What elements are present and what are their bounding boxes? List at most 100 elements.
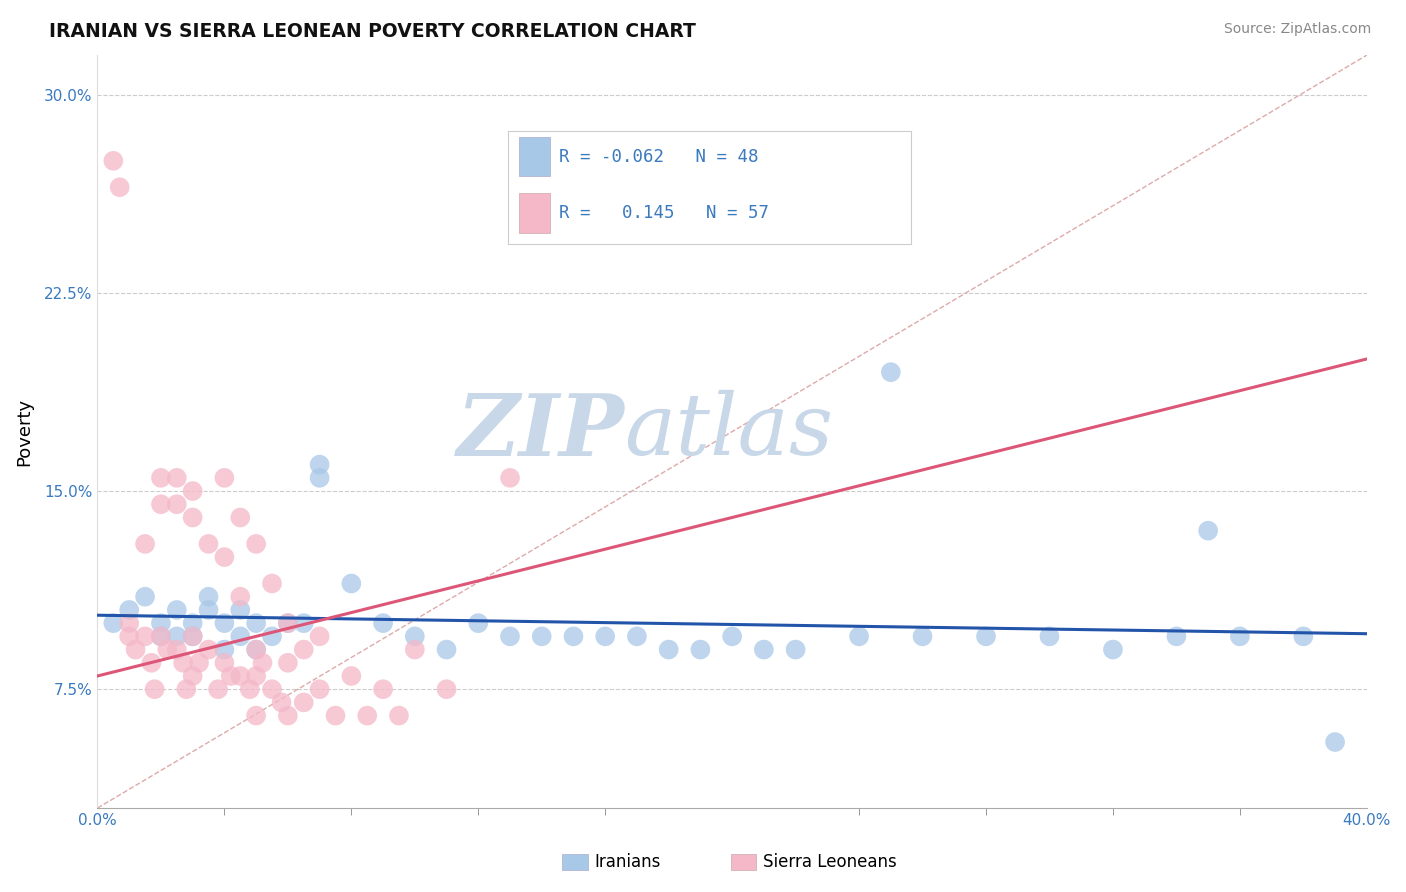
Point	[118, 616, 141, 631]
Text: R =   0.145   N = 57: R = 0.145 N = 57	[558, 204, 769, 222]
Point	[277, 656, 299, 670]
Point	[356, 708, 378, 723]
Point	[229, 669, 252, 683]
Point	[292, 695, 315, 709]
Text: Sierra Leoneans: Sierra Leoneans	[763, 853, 897, 871]
Point	[974, 629, 997, 643]
Point	[388, 708, 411, 723]
Point	[1197, 524, 1219, 538]
Point	[197, 537, 219, 551]
Text: Source: ZipAtlas.com: Source: ZipAtlas.com	[1223, 22, 1371, 37]
Y-axis label: Poverty: Poverty	[15, 398, 32, 466]
Point	[245, 669, 267, 683]
Point	[292, 642, 315, 657]
Point	[176, 682, 198, 697]
Point	[626, 629, 648, 643]
Point	[1038, 629, 1060, 643]
Point	[118, 603, 141, 617]
Point	[404, 629, 426, 643]
Text: ZIP: ZIP	[457, 390, 624, 474]
Point	[467, 616, 489, 631]
Text: atlas: atlas	[624, 391, 834, 473]
Text: R = -0.062   N = 48: R = -0.062 N = 48	[558, 147, 758, 166]
Point	[229, 603, 252, 617]
Point	[166, 629, 188, 643]
Point	[277, 616, 299, 631]
Point	[181, 669, 204, 683]
Point	[118, 629, 141, 643]
Point	[530, 629, 553, 643]
Point	[689, 642, 711, 657]
Point	[181, 484, 204, 499]
Point	[911, 629, 934, 643]
Point	[252, 656, 274, 670]
Point	[172, 656, 194, 670]
Point	[1229, 629, 1251, 643]
Point	[245, 642, 267, 657]
Point	[214, 550, 236, 565]
Text: Iranians: Iranians	[595, 853, 661, 871]
Point	[214, 471, 236, 485]
Point	[260, 576, 283, 591]
Point	[436, 642, 458, 657]
Point	[141, 656, 163, 670]
Point	[207, 682, 229, 697]
Point	[245, 537, 267, 551]
Point	[245, 708, 267, 723]
Point	[880, 365, 903, 379]
Point	[658, 642, 681, 657]
Point	[219, 669, 242, 683]
Text: IRANIAN VS SIERRA LEONEAN POVERTY CORRELATION CHART: IRANIAN VS SIERRA LEONEAN POVERTY CORREL…	[49, 22, 696, 41]
Point	[156, 642, 179, 657]
Point	[103, 153, 125, 168]
Point	[245, 642, 267, 657]
Point	[149, 616, 172, 631]
Point	[239, 682, 262, 697]
Point	[149, 629, 172, 643]
Point	[181, 616, 204, 631]
Point	[229, 510, 252, 524]
Point	[188, 656, 211, 670]
Point	[499, 629, 522, 643]
Point	[325, 708, 347, 723]
Point	[149, 471, 172, 485]
Point	[292, 616, 315, 631]
Point	[340, 669, 363, 683]
Point	[277, 616, 299, 631]
Point	[181, 629, 204, 643]
Point	[371, 616, 394, 631]
Point	[371, 682, 394, 697]
Point	[197, 603, 219, 617]
Point	[134, 537, 156, 551]
Point	[181, 629, 204, 643]
Point	[108, 180, 131, 194]
Point	[277, 708, 299, 723]
Point	[124, 642, 146, 657]
Point	[166, 471, 188, 485]
Point	[1166, 629, 1188, 643]
Point	[499, 471, 522, 485]
Point	[404, 642, 426, 657]
Point	[308, 471, 330, 485]
Point	[166, 603, 188, 617]
Point	[260, 682, 283, 697]
Point	[166, 642, 188, 657]
Point	[848, 629, 870, 643]
Point	[214, 656, 236, 670]
Point	[593, 629, 616, 643]
Point	[1102, 642, 1125, 657]
Point	[436, 682, 458, 697]
Point	[270, 695, 292, 709]
Point	[103, 616, 125, 631]
Point	[721, 629, 744, 643]
Point	[149, 497, 172, 511]
Point	[308, 629, 330, 643]
Point	[260, 629, 283, 643]
Point	[1292, 629, 1315, 643]
Point	[229, 590, 252, 604]
Point	[197, 590, 219, 604]
Point	[197, 642, 219, 657]
Point	[214, 642, 236, 657]
Point	[214, 616, 236, 631]
Point	[785, 642, 807, 657]
